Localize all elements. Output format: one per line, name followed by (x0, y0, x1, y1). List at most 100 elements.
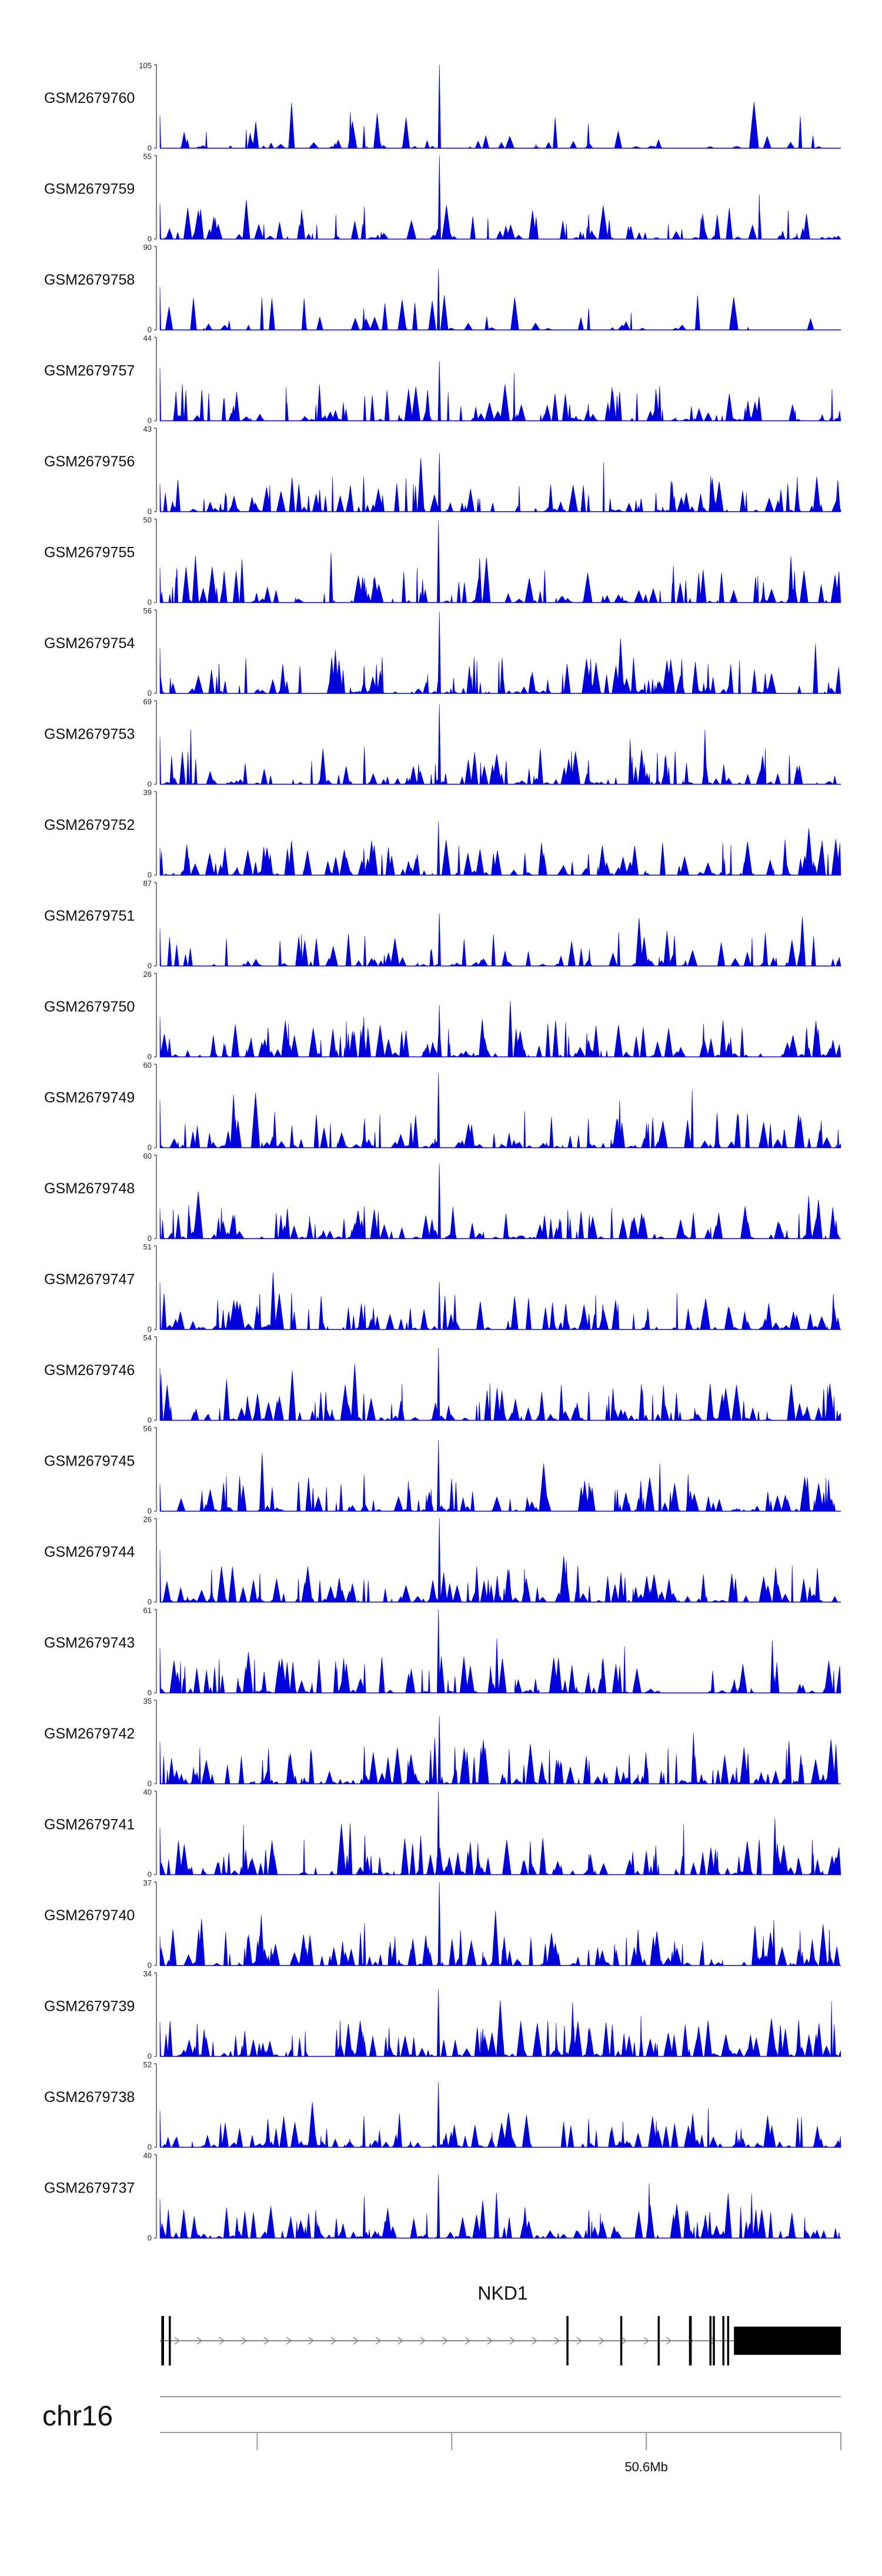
coverage-track: GSM2679748 60 0 (44, 1152, 841, 1243)
coverage-area (159, 269, 841, 331)
strand-arrow (599, 2337, 605, 2345)
coverage-track: GSM2679749 60 0 (44, 1061, 841, 1152)
strand-arrow (532, 2337, 538, 2345)
y-min-label: 0 (148, 144, 152, 152)
y-min-label: 0 (148, 1961, 152, 1970)
y-max-label: 90 (143, 243, 152, 252)
y-max-label: 60 (143, 1152, 152, 1160)
coverage-track: GSM2679759 55 0 (44, 152, 841, 243)
gene-exon (566, 2316, 569, 2365)
y-min-label: 0 (148, 962, 152, 970)
coverage-area (159, 2081, 841, 2148)
coverage-track: GSM2679751 87 0 (44, 879, 841, 970)
strand-arrow (330, 2337, 337, 2345)
coverage-track: GSM2679752 39 0 (44, 788, 841, 879)
strand-arrow (442, 2337, 449, 2345)
y-max-label: 40 (143, 1788, 152, 1797)
strand-arrow (666, 2337, 672, 2345)
axis-tick-label: 50.6Mb (624, 2460, 667, 2474)
strand-arrows (174, 2337, 717, 2345)
sample-label: GSM2679747 (44, 1272, 135, 1288)
coverage-area (159, 1164, 841, 1239)
sample-label: GSM2679756 (44, 453, 135, 470)
gene-exon (161, 2316, 164, 2365)
coverage-track: GSM2679747 51 0 (44, 1243, 841, 1334)
y-max-label: 60 (143, 1061, 152, 1070)
coverage-area (159, 704, 841, 785)
y-min-label: 0 (148, 1870, 152, 1879)
coverage-area (159, 1272, 841, 1330)
strand-arrow (353, 2337, 359, 2345)
coverage-track: GSM2679756 43 0 (44, 425, 841, 516)
gene-exon (657, 2316, 660, 2365)
y-max-label: 61 (143, 1606, 152, 1615)
strand-arrow (241, 2337, 248, 2345)
sample-label: GSM2679737 (44, 2180, 135, 2197)
y-min-label: 0 (148, 325, 152, 334)
sample-label: GSM2679750 (44, 999, 135, 1015)
coverage-area (159, 612, 841, 694)
coverage-track: GSM2679740 37 0 (44, 1878, 841, 1970)
strand-arrow (465, 2337, 471, 2345)
coverage-track: GSM2679755 50 0 (44, 516, 841, 607)
y-min-label: 0 (148, 2052, 152, 2061)
chromosome-label: chr16 (42, 2401, 113, 2432)
coverage-track: GSM2679757 44 0 (44, 334, 841, 425)
coverage-track: GSM2679743 61 0 (44, 1606, 841, 1697)
coverage-area (159, 2174, 841, 2238)
y-max-label: 87 (143, 879, 152, 888)
sample-label: GSM2679738 (44, 2089, 135, 2105)
coverage-area (159, 1716, 841, 1784)
sample-label: GSM2679757 (44, 363, 135, 379)
coverage-area (159, 1000, 841, 1058)
coverage-area (159, 1518, 841, 1603)
genome-axis: chr16 50.6Mb (42, 2396, 841, 2474)
coverage-track: GSM2679741 40 0 (44, 1788, 841, 1879)
sample-label: GSM2679751 (44, 908, 135, 925)
y-min-label: 0 (148, 416, 152, 425)
y-min-label: 0 (148, 1597, 152, 1606)
strand-arrow (621, 2337, 627, 2345)
y-max-label: 52 (143, 2060, 152, 2069)
coverage-area (159, 1072, 841, 1148)
coverage-area (159, 1609, 841, 1693)
y-min-label: 0 (148, 2234, 152, 2243)
gene-exon (722, 2316, 724, 2365)
y-max-label: 55 (143, 152, 152, 161)
coverage-area (159, 1348, 841, 1421)
strand-arrow (487, 2337, 493, 2345)
sample-label: GSM2679755 (44, 545, 135, 561)
strand-arrow (643, 2337, 650, 2345)
coverage-area (159, 822, 841, 876)
strand-arrow (397, 2337, 404, 2345)
y-min-label: 0 (148, 1689, 152, 1697)
sample-label: GSM2679754 (44, 635, 135, 652)
y-max-label: 50 (143, 516, 152, 525)
y-max-label: 40 (143, 2151, 152, 2160)
sample-label: GSM2679746 (44, 1362, 135, 1379)
strand-arrow (576, 2337, 583, 2345)
y-max-label: 26 (143, 1515, 152, 1524)
coverage-area (159, 361, 841, 421)
y-min-label: 0 (148, 507, 152, 516)
y-max-label: 34 (143, 1970, 152, 1978)
gene-exon (689, 2316, 692, 2365)
coverage-track: GSM2679744 26 0 (44, 1515, 841, 1606)
strand-arrow (554, 2337, 560, 2345)
sample-label: GSM2679748 (44, 1180, 135, 1197)
coverage-area (159, 1440, 841, 1511)
y-min-label: 0 (148, 1143, 152, 1152)
coverage-area (159, 155, 841, 239)
sample-label: GSM2679741 (44, 1817, 135, 1833)
gene-exon (169, 2316, 171, 2365)
coverage-area (159, 453, 841, 512)
y-min-label: 0 (148, 1234, 152, 1243)
sample-label: GSM2679759 (44, 181, 135, 198)
y-min-label: 0 (148, 689, 152, 698)
coverage-track: GSM2679737 40 0 (44, 2151, 841, 2243)
sample-label: GSM2679758 (44, 272, 135, 288)
y-max-label: 51 (143, 1243, 152, 1252)
gene-exon (709, 2316, 711, 2365)
sample-label: GSM2679745 (44, 1453, 135, 1470)
gene-track: NKD1 (160, 2283, 841, 2365)
